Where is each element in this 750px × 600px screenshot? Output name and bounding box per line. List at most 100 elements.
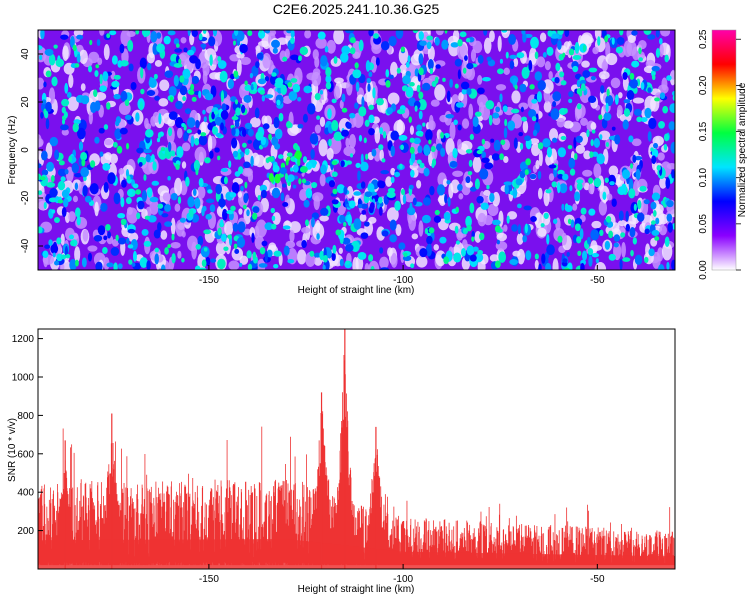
spectrogram-cell [49, 136, 59, 147]
spectrogram-cell [458, 92, 464, 102]
spectrogram-cell [507, 211, 518, 220]
spectrogram-cell [657, 264, 665, 270]
spectrogram-feature [221, 103, 227, 111]
spectrogram-cell [84, 195, 92, 203]
spectrogram-cell [333, 56, 338, 64]
spectrogram-cell [204, 48, 217, 62]
spectrogram-cell [583, 182, 590, 191]
spectrogram-cell [181, 257, 185, 263]
spectrogram-cell [552, 101, 557, 108]
spectrogram-cell [181, 161, 187, 169]
spectrogram-cell [141, 30, 151, 37]
spectrogram-cell [449, 161, 458, 168]
spectrogram-cell [198, 177, 204, 187]
spectrogram-cell [139, 101, 143, 111]
spectrogram-cell [593, 177, 602, 188]
colorbar-label: Normalized spectral amplitude [737, 82, 748, 217]
spectrogram-cell [75, 259, 79, 267]
y-tick-label: 40 [20, 48, 31, 60]
spectrogram-cell [418, 53, 424, 65]
spectrogram-cell [525, 158, 531, 166]
spectrogram-cell [60, 176, 66, 182]
spectrogram-cell [670, 69, 675, 80]
spectrogram-cell [466, 87, 472, 96]
spectrogram-cell [54, 260, 60, 266]
spectrogram-cell [409, 146, 415, 154]
spectrogram-cell [559, 183, 568, 194]
spectrogram-cell [618, 210, 624, 221]
spectrogram-cell [95, 261, 103, 270]
spectrogram-cell [274, 143, 281, 150]
spectrogram-cell [600, 85, 605, 94]
spectrogram-cell [385, 176, 393, 187]
spectrogram-feature [274, 173, 281, 184]
spectrogram-cell [197, 235, 204, 247]
spectrogram-cell [243, 204, 247, 210]
spectrogram-cell [566, 251, 570, 257]
spectrogram-cell [163, 35, 171, 45]
spectrogram-cell [486, 184, 490, 190]
spectrogram-cell [148, 77, 157, 88]
spectrogram-cell [320, 55, 328, 67]
spectrogram-cell [286, 121, 292, 129]
spectrogram-cell [402, 194, 407, 205]
spectrogram-cell [433, 215, 442, 223]
spectrogram-cell [230, 96, 237, 103]
spectrogram-cell [535, 159, 540, 170]
spectrogram-cell [143, 148, 152, 154]
spectrogram-cell [243, 193, 249, 204]
spectrogram-cell [658, 38, 663, 45]
spectrogram-cell [117, 237, 127, 245]
spectrogram-cell [343, 146, 356, 157]
spectrogram-cell [170, 241, 181, 249]
y-tick-label: 200 [17, 526, 34, 537]
spectrogram-cell [100, 202, 108, 212]
spectrogram-cell [61, 118, 66, 125]
spectrogram-cell [100, 153, 111, 166]
spectrogram-cell [459, 31, 467, 38]
spectrogram-cell [319, 173, 326, 187]
spectrogram-cell [504, 118, 508, 127]
spectrogram-cell [244, 181, 248, 189]
spectrogram-cell [590, 139, 594, 147]
spectrogram-cell [234, 99, 239, 105]
spectrogram-cell [550, 33, 560, 39]
spectrogram-feature [286, 156, 291, 161]
spectrogram-cell [453, 119, 458, 126]
spectrogram-cell [282, 56, 288, 62]
spectrogram-cell [426, 35, 434, 41]
spectrogram-cell [531, 98, 538, 104]
spectrogram-cell [488, 114, 493, 126]
spectrogram-cell [364, 119, 370, 127]
spectrogram-cell [257, 78, 267, 85]
spectrogram-cell [55, 58, 65, 68]
spectrogram-cell [349, 37, 356, 44]
spectrogram-cell [579, 131, 589, 146]
spectrogram-cell [339, 258, 344, 267]
spectrogram-cell [487, 203, 499, 217]
spectrogram-cell [345, 260, 350, 265]
spectrogram-cell [546, 233, 550, 245]
spectrogram-cell [242, 142, 247, 148]
spectrogram-cell [521, 67, 530, 79]
spectrogram-cell [370, 265, 375, 270]
spectrogram-cell [209, 150, 214, 159]
spectrogram-cell [398, 242, 406, 250]
spectrogram-cell [583, 89, 587, 96]
spectrogram-cell [270, 207, 276, 214]
spectrogram-feature [213, 110, 219, 115]
spectrogram-cell [352, 69, 362, 79]
spectrogram-cell [491, 153, 500, 161]
spectrogram-cell [301, 226, 311, 234]
spectrogram-cell [552, 137, 558, 143]
spectrogram-cell [175, 164, 180, 170]
spectrogram-feature [361, 209, 367, 215]
spectrogram-cell [194, 137, 200, 146]
spectrogram-cell [659, 43, 664, 58]
spectrogram-cell [299, 46, 309, 56]
spectrogram-cell [368, 30, 374, 37]
spectrogram-cell [588, 177, 594, 184]
spectrogram-feature [357, 198, 362, 206]
spectrogram-cell [652, 209, 657, 217]
spectrogram-cell [201, 259, 207, 268]
